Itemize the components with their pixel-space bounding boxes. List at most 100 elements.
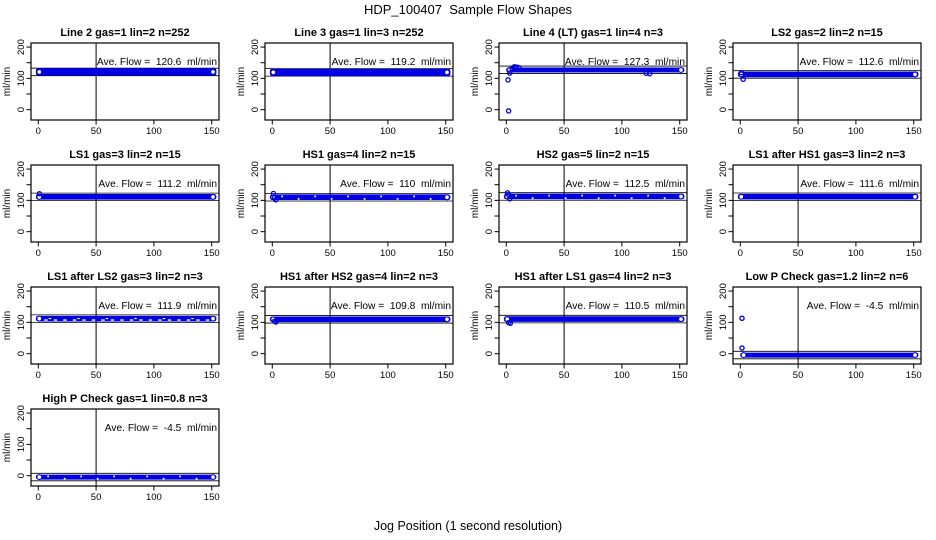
avg-flow-annotation: Ave. Flow = 111.9 ml/min — [98, 301, 217, 312]
plot-box — [732, 286, 922, 365]
x-tick-label: 150 — [906, 248, 922, 259]
x-tick-label: 0 — [36, 370, 41, 381]
x-tick-label: 0 — [738, 126, 743, 137]
avg-flow-annotation: Ave. Flow = 110 ml/min — [340, 179, 451, 190]
band-dot — [515, 194, 517, 197]
data-band — [269, 68, 451, 77]
avg-flow-annotation: Ave. Flow = 110.5 ml/min — [566, 301, 685, 312]
avg-flow-annotation: Ave. Flow = 127.3 ml/min — [565, 57, 685, 68]
x-tick-label: 150 — [672, 126, 688, 137]
band-dot — [647, 194, 649, 197]
y-tick-label: 200 — [718, 161, 729, 177]
band-dot — [281, 195, 283, 198]
x-tick-label: 0 — [36, 126, 41, 137]
band-endpoint — [912, 193, 918, 200]
panel-title: HS1 after HS2 gas=4 lin=2 n=3 — [280, 271, 438, 283]
y-tick-label: 100 — [718, 70, 729, 86]
y-tick-label: 0 — [16, 229, 27, 234]
outlier-point — [273, 319, 279, 325]
band-gap — [191, 317, 194, 320]
band-dot — [548, 194, 550, 197]
y-tick-label: 0 — [484, 351, 495, 356]
flow-panel-8: LS1 after HS1 gas=3 lin=2 n=3 0 100 200 ml/m… — [704, 149, 922, 259]
y-tick-label: 200 — [718, 39, 729, 55]
x-tick-label: 150 — [438, 370, 454, 381]
x-tick-label: 0 — [36, 492, 41, 503]
x-tick-label: 50 — [793, 248, 804, 259]
band-gap — [139, 319, 143, 321]
band-endpoint — [912, 71, 918, 78]
band-gap — [82, 319, 86, 321]
band-endpoint — [270, 69, 277, 76]
data-band — [503, 316, 685, 322]
band-dot — [531, 197, 534, 200]
band-gap — [120, 319, 124, 321]
band-dot — [413, 195, 415, 198]
flow-panel-2: Line 3 gas=1 lin=3 n=252 0 100 200 ml/min 0 50… — [236, 27, 454, 137]
outlier-point — [516, 64, 522, 71]
outlier-point — [507, 196, 513, 202]
y-tick-label: 100 — [16, 314, 27, 330]
y-tick-label: 0 — [250, 351, 261, 356]
band-gap — [129, 319, 134, 321]
y-axis-unit-label: ml/min — [470, 189, 481, 218]
x-tick-label: 100 — [614, 248, 630, 259]
x-tick-label: 0 — [738, 248, 743, 259]
data-band — [269, 316, 451, 323]
x-tick-label: 100 — [380, 126, 396, 137]
band-gap — [158, 319, 162, 321]
x-tick-label: 100 — [146, 492, 162, 503]
x-tick-label: 50 — [559, 370, 570, 381]
y-tick-label: 100 — [484, 192, 495, 208]
panel-title: Line 3 gas=1 lin=3 n=252 — [294, 27, 423, 39]
band-dot — [614, 194, 616, 197]
plot-box — [732, 42, 922, 121]
band-dot — [581, 194, 583, 197]
y-tick-label: 200 — [16, 161, 27, 177]
panel-title: Line 4 (LT) gas=1 lin=4 n=3 — [523, 27, 663, 39]
x-tick-label: 150 — [906, 370, 922, 381]
y-tick-label: 0 — [718, 107, 729, 112]
y-tick-label: 100 — [484, 70, 495, 86]
band-endpoint — [210, 193, 216, 200]
x-tick-label: 0 — [270, 370, 275, 381]
y-axis-unit-label: ml/min — [470, 311, 481, 340]
band-endpoint — [444, 69, 450, 76]
y-tick-label: 100 — [16, 436, 27, 452]
y-tick-label: 200 — [718, 283, 729, 299]
x-tick-label: 100 — [380, 248, 396, 259]
band-dot — [195, 477, 198, 480]
band-dot — [330, 198, 333, 200]
plot-box — [732, 164, 922, 243]
avg-flow-annotation: Ave. Flow = 119.2 ml/min — [332, 57, 451, 68]
band-gap — [44, 319, 48, 321]
band-gap — [101, 319, 105, 321]
x-tick-label: 100 — [380, 370, 396, 381]
data-band — [737, 193, 919, 200]
band-dot — [129, 477, 132, 480]
flow-panel-10: HS1 after HS2 gas=4 lin=2 n=3 0 100 200 ml/m… — [236, 271, 454, 381]
panel-title: HS2 gas=5 lin=2 n=15 — [537, 149, 650, 161]
x-tick-label: 0 — [504, 248, 509, 259]
plot-box — [264, 286, 454, 365]
avg-flow-annotation: Ave. Flow = 112.6 ml/min — [800, 57, 919, 68]
band-dot — [80, 475, 82, 478]
band-gap — [134, 317, 137, 320]
panel-title: HS1 after LS1 gas=4 lin=2 n=3 — [515, 271, 672, 283]
band-dot — [396, 198, 399, 200]
x-tick-label: 50 — [325, 126, 336, 137]
flow-panel-5: LS1 gas=3 lin=2 n=15 0 100 200 ml/min 0 50 100 1… — [2, 149, 220, 259]
band-gap — [91, 319, 96, 321]
y-axis-unit-label: ml/min — [236, 311, 247, 340]
band-dot — [363, 198, 366, 200]
band-gap — [72, 319, 77, 321]
band-endpoint — [36, 315, 43, 322]
plot-box — [264, 42, 454, 121]
x-tick-label: 100 — [614, 126, 630, 137]
band-gap — [77, 317, 80, 320]
plot-box — [264, 164, 454, 243]
panel-title: LS1 after LS2 gas=3 lin=2 n=3 — [47, 271, 203, 283]
y-tick-label: 100 — [250, 314, 261, 330]
band-dot — [630, 197, 633, 200]
